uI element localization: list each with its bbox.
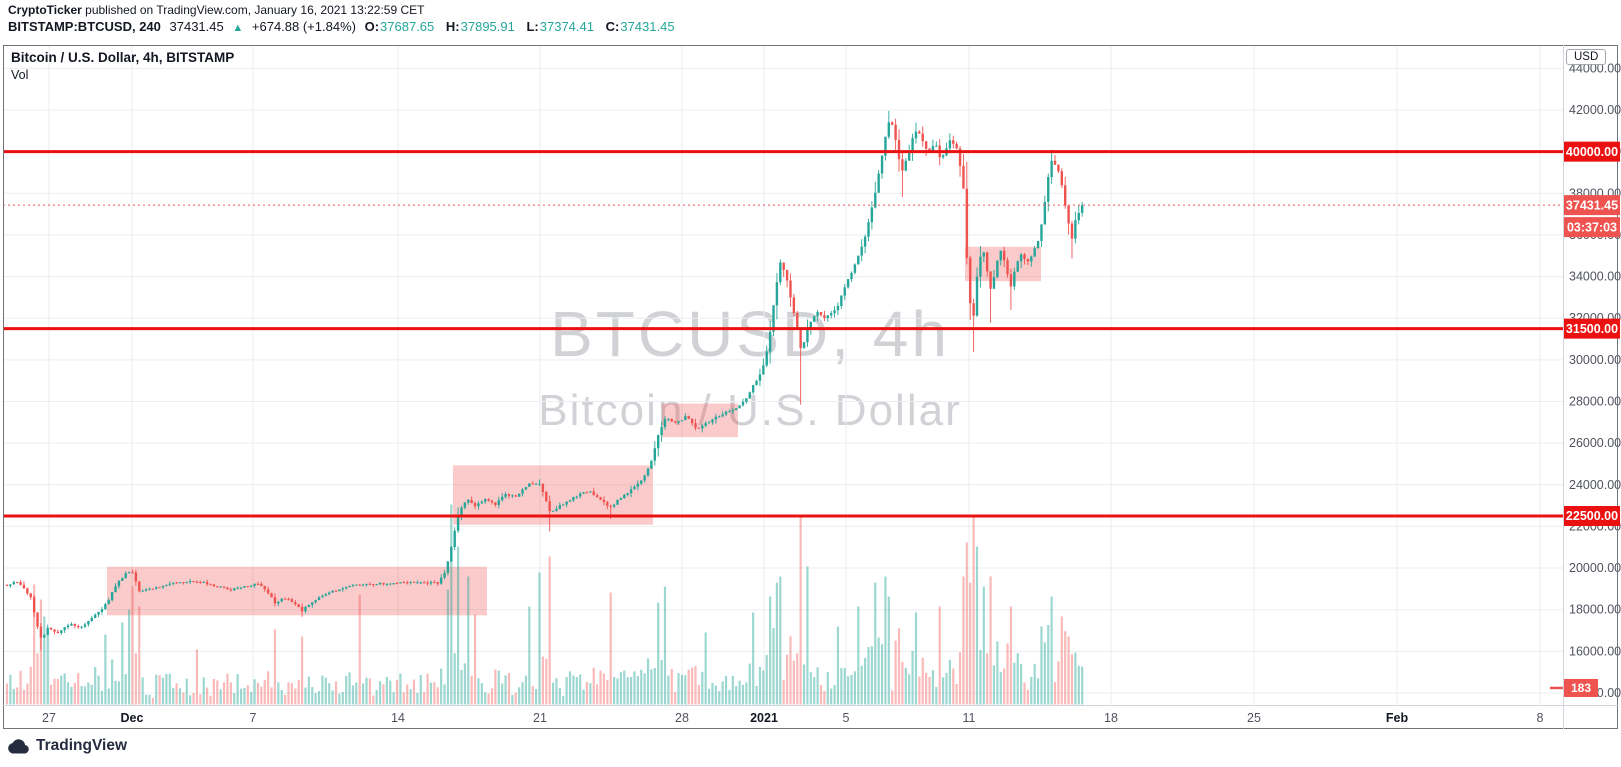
price-tick-label: 34000.00	[1569, 270, 1621, 284]
price-tick-label: 26000.00	[1569, 436, 1621, 450]
level-badge	[1564, 506, 1620, 526]
low-value: 37374.41	[539, 19, 594, 34]
time-tick-label: 2021	[750, 711, 778, 725]
time-tick-label: 8	[1537, 711, 1544, 725]
last-price-badge	[1564, 195, 1620, 216]
price-tick-label: 28000.00	[1569, 394, 1621, 408]
time-tick-label: 27	[42, 711, 56, 725]
ohlc-info-bar: BITSTAMP:BTCUSD, 240 37431.45 ▲ +674.88 …	[8, 19, 683, 34]
volume-legend-label: Vol	[11, 68, 29, 82]
price-tick-label: 18000.00	[1569, 603, 1621, 617]
consolidation-boxes	[107, 246, 1041, 616]
candles-layer	[5, 110, 1084, 651]
time-tick-label: 25	[1247, 711, 1261, 725]
countdown-badge-text: 03:37:03	[1567, 220, 1617, 234]
level-badge-text: 31500.00	[1566, 322, 1618, 336]
open-label: O:	[364, 19, 380, 34]
high-value: 37895.91	[460, 19, 515, 34]
time-tick-label: 14	[391, 711, 405, 725]
price-change-text: +674.88 (+1.84%)	[251, 19, 356, 34]
countdown-badge	[1564, 217, 1620, 238]
close-label: C:	[605, 19, 620, 34]
axis-badges: 40000.00 31500.00 22500.00 37431.45 03:37:03…	[1550, 141, 1620, 697]
volume-value-badge-text: 183	[1571, 681, 1591, 695]
publish-header: CryptoTicker published on TradingView.co…	[8, 3, 424, 17]
time-tick-label: Feb	[1386, 711, 1409, 725]
low-label: L:	[526, 19, 539, 34]
price-tick-label: 42000.00	[1569, 103, 1621, 117]
open-value: 37687.65	[380, 19, 435, 34]
level-badge-text: 22500.00	[1566, 509, 1618, 523]
publisher-name: CryptoTicker	[8, 3, 82, 17]
symbol-label: BITSTAMP:BTCUSD, 240	[8, 19, 161, 34]
price-tick-label: 30000.00	[1569, 353, 1621, 367]
consolidation-box[interactable]	[107, 566, 487, 616]
level-badge	[1564, 141, 1620, 162]
publish-info: published on TradingView.com, January 16…	[81, 3, 425, 17]
price-tick-label: 24000.00	[1569, 478, 1621, 492]
price-tick-label: 16000.00	[1569, 644, 1621, 658]
time-tick-label: 21	[533, 711, 547, 725]
level-badge-text: 40000.00	[1566, 145, 1618, 159]
volume-layer	[5, 504, 1084, 705]
chart-legend-title: Bitcoin / U.S. Dollar, 4h, BITSTAMP	[11, 50, 235, 65]
currency-badge: USD	[1566, 49, 1607, 65]
time-tick-label: 18	[1104, 711, 1118, 725]
level-badge	[1564, 318, 1620, 339]
last-price-text: 37431.45	[169, 19, 224, 34]
axes-layer[interactable]: 14000.0016000.0018000.0020000.0022000.00…	[3, 45, 1621, 729]
last-price-badge-text: 37431.45	[1566, 198, 1618, 212]
close-value: 37431.45	[620, 19, 675, 34]
tradingview-logo[interactable]: TradingView	[7, 737, 127, 755]
chart-frame	[3, 45, 1618, 729]
volume-value-badge	[1564, 678, 1598, 697]
time-tick-label: Dec	[121, 711, 144, 725]
time-tick-label: 7	[250, 711, 257, 725]
up-arrow-icon: ▲	[232, 22, 244, 34]
time-tick-label: 11	[963, 711, 976, 725]
tradingview-logo-text: TradingView	[36, 737, 128, 754]
tradingview-cloud-icon	[8, 738, 29, 754]
time-tick-label: 5	[843, 711, 850, 725]
price-tick-label: 20000.00	[1569, 561, 1621, 575]
high-label: H:	[445, 19, 460, 34]
consolidation-box[interactable]	[662, 403, 738, 438]
time-tick-label: 28	[675, 711, 689, 725]
support-resistance-lines[interactable]	[3, 150, 1563, 518]
